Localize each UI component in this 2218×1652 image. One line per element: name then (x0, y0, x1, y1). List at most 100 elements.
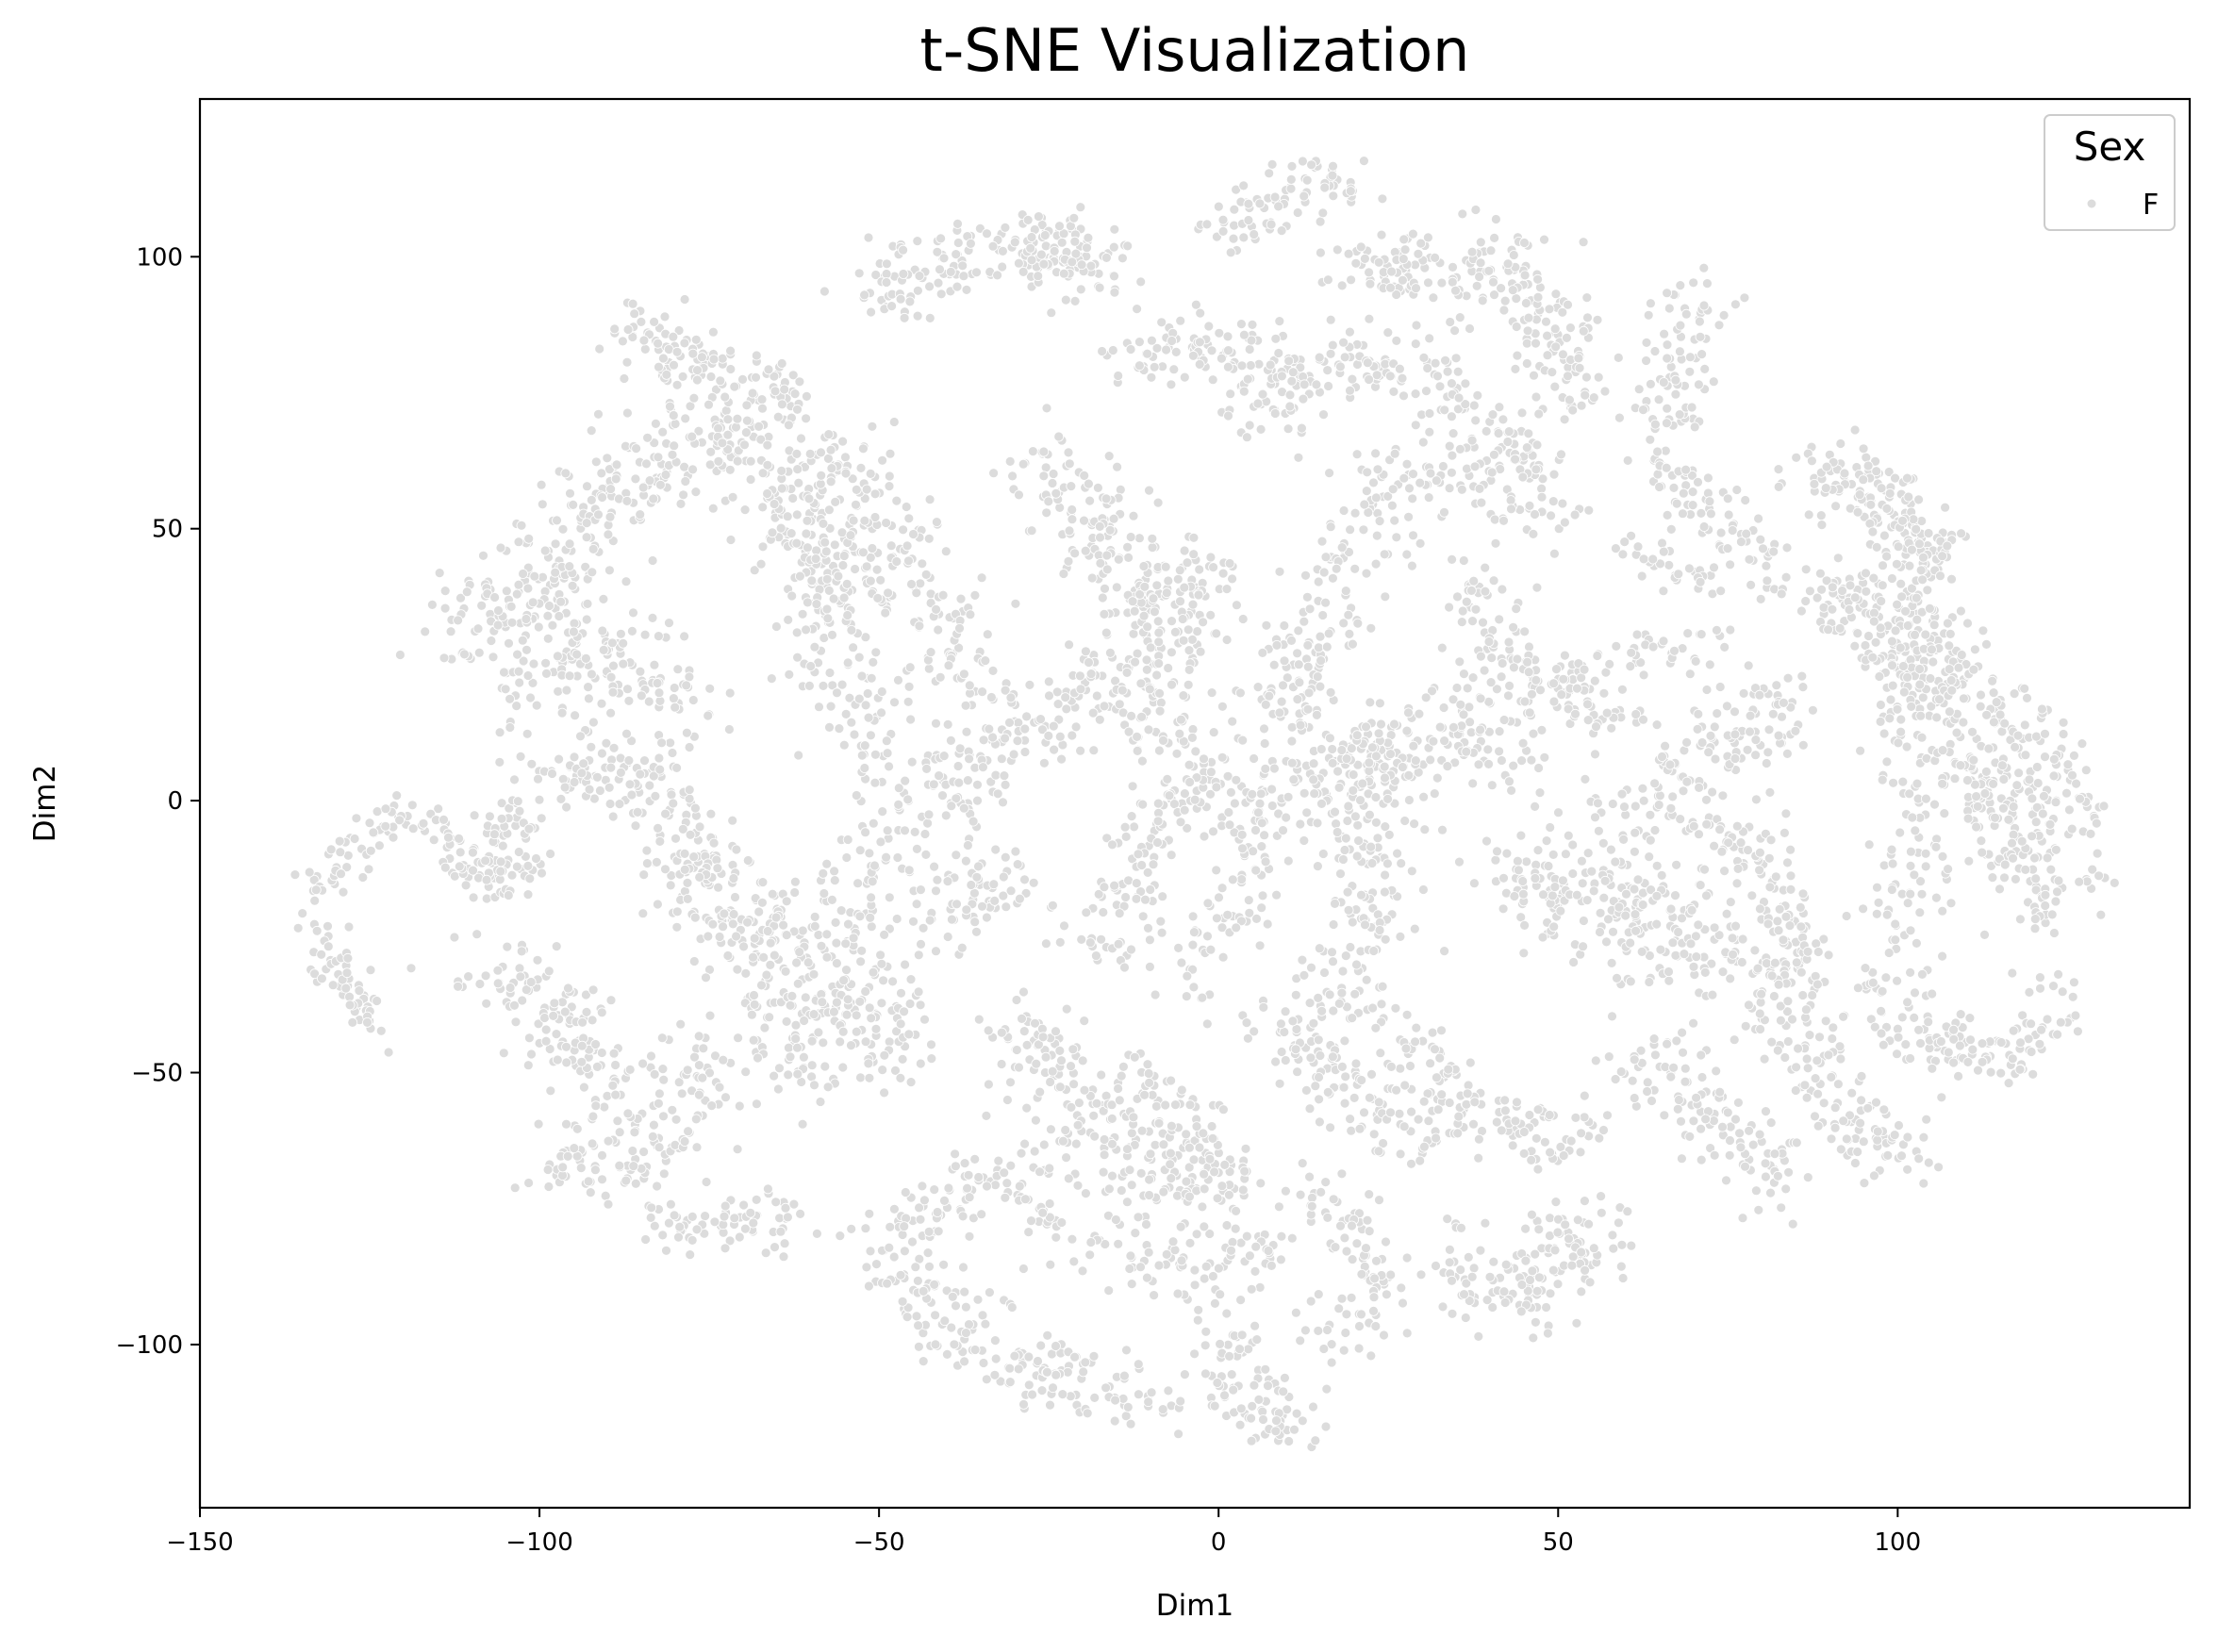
scatter-point (1020, 1194, 1031, 1205)
scatter-point (1255, 1178, 1266, 1189)
scatter-point (819, 1061, 831, 1072)
scatter-point (1236, 360, 1248, 372)
scatter-point (1592, 314, 1603, 325)
scatter-point (679, 849, 690, 859)
scatter-point (1236, 1330, 1248, 1341)
scatter-point (1066, 1102, 1077, 1113)
scatter-point (870, 1023, 882, 1034)
scatter-point (636, 316, 647, 327)
scatter-point (569, 777, 580, 787)
scatter-point (587, 1015, 598, 1026)
scatter-point (1454, 312, 1465, 323)
scatter-point (473, 647, 485, 658)
scatter-point (1078, 1366, 1089, 1378)
scatter-point (1430, 252, 1440, 263)
scatter-point (582, 481, 592, 492)
scatter-point (1466, 246, 1478, 257)
scatter-point (868, 966, 879, 978)
scatter-point (1200, 1340, 1211, 1351)
scatter-point (914, 1341, 924, 1352)
scatter-point (1344, 629, 1355, 639)
scatter-point (616, 768, 626, 778)
scatter-point (1523, 428, 1534, 439)
scatter-point (788, 1198, 800, 1210)
scatter-point (590, 1165, 601, 1176)
scatter-point (1222, 331, 1233, 342)
scatter-point (1480, 586, 1491, 597)
scatter-point (1014, 1062, 1024, 1073)
scatter-point (607, 811, 619, 822)
scatter-point (1085, 669, 1097, 679)
scatter-point (959, 669, 969, 680)
scatter-point (1325, 314, 1336, 325)
scatter-point (1238, 180, 1250, 191)
scatter-point (463, 971, 474, 982)
scatter-point (876, 707, 886, 719)
scatter-point (930, 1310, 940, 1321)
scatter-point (1291, 1307, 1301, 1318)
scatter-point (687, 695, 699, 705)
scatter-point (982, 228, 992, 240)
scatter-point (1372, 833, 1383, 844)
scatter-point (939, 1196, 950, 1206)
scatter-point (1184, 777, 1195, 787)
scatter-point (851, 499, 861, 510)
scatter-point (1210, 1298, 1220, 1309)
scatter-point (881, 735, 892, 747)
scatter-point (641, 845, 653, 856)
scatter-point (860, 700, 871, 711)
scatter-point (876, 958, 887, 969)
scatter-point (443, 832, 454, 843)
scatter-point (1109, 880, 1119, 891)
scatter-point (973, 861, 984, 872)
scatter-point (1035, 1340, 1047, 1351)
scatter-point (836, 905, 847, 916)
scatter-point (794, 376, 805, 388)
scatter-point (895, 293, 906, 305)
scatter-point (957, 260, 968, 272)
scatter-point (971, 267, 982, 278)
scatter-point (1063, 555, 1074, 567)
scatter-point (765, 960, 776, 970)
scatter-point (1198, 1128, 1209, 1139)
scatter-point (769, 950, 780, 961)
scatter-point (449, 870, 460, 882)
scatter-point (925, 647, 936, 657)
scatter-point (1336, 1168, 1348, 1180)
scatter-point (923, 533, 935, 544)
scatter-point (375, 1025, 387, 1036)
scatter-point (1240, 1143, 1251, 1154)
scatter-point (1021, 711, 1032, 722)
scatter-point (1192, 626, 1202, 636)
scatter-point (775, 1226, 786, 1237)
scatter-point (868, 657, 879, 668)
scatter-point (1307, 1193, 1317, 1203)
scatter-point (461, 586, 472, 598)
scatter-point (792, 464, 803, 475)
scatter-point (727, 491, 738, 503)
scatter-point (1549, 323, 1561, 335)
scatter-point (1031, 1058, 1042, 1069)
scatter-point (959, 1356, 969, 1367)
scatter-point (809, 1080, 819, 1091)
scatter-point (1593, 372, 1604, 383)
scatter-point (343, 921, 355, 933)
scatter-point (1131, 893, 1142, 904)
scatter-point (938, 253, 950, 264)
scatter-point (981, 1111, 992, 1121)
scatter-point (1345, 385, 1355, 396)
scatter-point (1043, 496, 1054, 507)
scatter-point (1434, 381, 1446, 392)
scatter-point (1161, 587, 1172, 599)
scatter-point (1413, 248, 1424, 259)
scatter-point (912, 236, 923, 247)
scatter-point (1497, 658, 1508, 669)
scatter-point (1293, 452, 1304, 463)
scatter-point (882, 1278, 892, 1289)
scatter-point (654, 1142, 665, 1153)
scatter-point (596, 1048, 607, 1058)
scatter-point (763, 364, 774, 375)
scatter-point (1271, 889, 1282, 900)
scatter-point (454, 834, 465, 844)
scatter-point (1231, 922, 1242, 933)
